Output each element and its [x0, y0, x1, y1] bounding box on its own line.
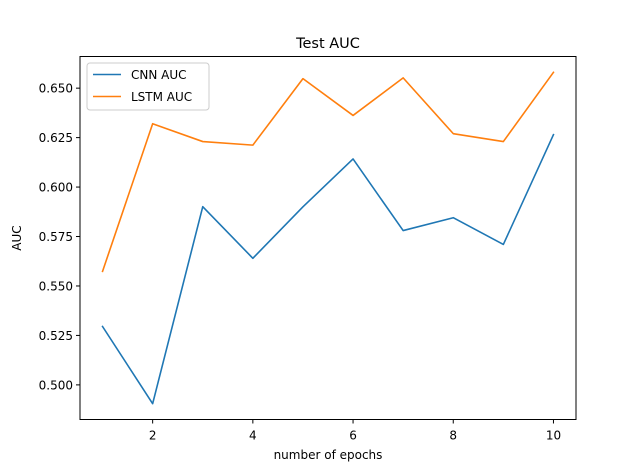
- plot-area: [79, 56, 577, 420]
- series-lines: [101, 71, 555, 405]
- series-line-cnn: [101, 133, 555, 405]
- y-axis-label: AUC: [10, 225, 24, 250]
- x-tick-label: 6: [349, 429, 357, 443]
- legend: CNN AUC LSTM AUC: [86, 62, 210, 111]
- x-axis: 2 4 6 8 10: [149, 419, 561, 443]
- y-tick-label: 0.625: [39, 131, 73, 145]
- legend-label-lstm: LSTM AUC: [131, 90, 192, 104]
- y-axis: 0.500 0.525 0.550 0.575 0.600 0.625 0.650: [39, 82, 80, 392]
- y-tick-label: 0.500: [39, 378, 73, 392]
- legend-label-cnn: CNN AUC: [131, 68, 187, 82]
- series-line-lstm: [101, 71, 555, 273]
- y-tick-label: 0.650: [39, 82, 73, 96]
- chart-title: Test AUC: [295, 36, 360, 52]
- y-tick-label: 0.600: [39, 181, 73, 195]
- x-tick-label: 2: [149, 429, 157, 443]
- y-tick-label: 0.575: [39, 230, 73, 244]
- x-tick-label: 10: [546, 429, 561, 443]
- x-tick-label: 8: [449, 429, 457, 443]
- y-tick-label: 0.550: [39, 279, 73, 293]
- x-axis-label: number of epochs: [274, 448, 383, 462]
- y-tick-label: 0.525: [39, 329, 73, 343]
- x-tick-label: 4: [249, 429, 257, 443]
- plot-frame: [79, 56, 577, 420]
